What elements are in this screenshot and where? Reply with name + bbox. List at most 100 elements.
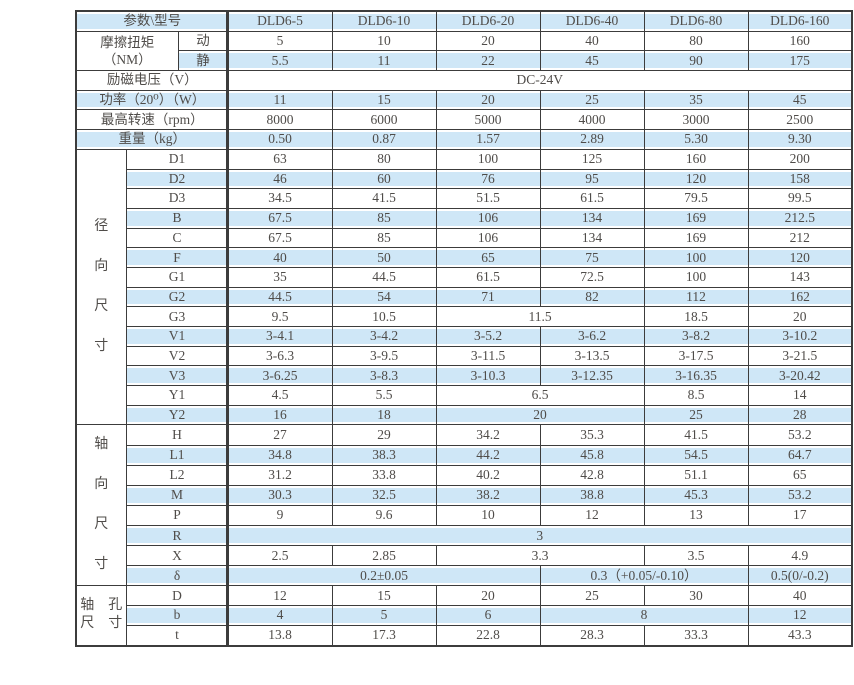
value-cell: 3.5 [643,545,749,567]
value-cell: 45 [747,89,853,111]
value-cell: 64.7 [747,444,853,466]
value-cell: 11.5 [435,306,645,327]
value-cell: 10.5 [331,306,437,327]
value-cell: 3-17.5 [643,345,749,367]
row-label-cell: G3 [125,306,229,327]
value-cell: 45.8 [539,444,645,466]
value-cell: 3-10.3 [435,365,541,387]
value-cell: 38.2 [435,484,541,506]
value-cell: 5 [331,605,437,626]
value-cell: 0.5(0/-0.2) [747,565,853,587]
value-cell: 33.3 [643,624,749,647]
row-label-cell: b [125,605,229,626]
value-cell: 20 [435,404,645,426]
row-label-cell: P [125,504,229,527]
value-cell: 31.2 [227,464,333,486]
value-cell: 0.3（+0.05/-0.10） [539,565,749,587]
row-label-cell: t [125,624,229,647]
column-header-cell: DLD6-5 [227,10,333,32]
row-label-cell: 励磁电压（V） [75,70,229,91]
value-cell: 160 [747,30,853,52]
value-cell: 5 [227,30,333,52]
value-cell: 61.5 [539,188,645,209]
value-cell: 8 [539,605,749,626]
value-cell: 12 [747,605,853,626]
value-cell: 35.3 [539,424,645,446]
value-cell: 82 [539,286,645,308]
table-row: D3 34.5 41.5 51.5 61.5 79.5 99.5 [76,188,853,209]
table-row: 轴 孔 尺 寸 D 12 15 20 25 30 40 [75,585,853,646]
value-cell: 3-6.3 [227,345,333,367]
value-cell: 8.5 [643,385,749,406]
value-cell: 100 [435,148,541,170]
value-cell: 28 [747,404,853,426]
value-cell: 15 [331,585,437,607]
value-cell: 43.3 [747,624,853,647]
value-cell: 85 [331,227,437,249]
table-row: B 67.5 85 106 134 169 212.5 [76,207,853,229]
section-label-cell: 轴 向 尺 寸 [75,424,127,587]
table-row: 参数\型号 DLD6-5 DLD6-10 DLD6-20 DLD6-40 DLD6-80 D… [75,10,853,32]
row-label-cell: δ [125,565,229,587]
row-label-cell: D1 [125,148,229,170]
value-cell: 33.8 [331,464,437,486]
value-cell: 30.3 [227,484,333,506]
row-label-cell: Y1 [125,385,229,406]
value-cell: 30 [643,585,749,607]
table-row: L1 34.8 38.3 44.2 45.8 54.5 64.7 [76,444,853,466]
row-label-cell: R [125,525,229,547]
table-row: G3 9.5 10.5 11.5 18.5 20 [76,306,853,327]
table-row: C 67.5 85 106 134 169 212 [76,227,853,249]
row-label-cell: D3 [125,188,229,209]
value-cell: 8000 [227,109,333,131]
table-row: 励磁电压（V） DC-24V [75,70,853,91]
column-header-cell: DLD6-160 [747,10,853,32]
table-row: X 2.5 2.85 3.3 3.5 4.9 [76,545,853,567]
value-cell: 40 [539,30,645,52]
value-cell: 71 [435,286,541,308]
table-row: G2 44.5 54 71 82 112 162 [76,286,853,308]
value-cell: 75 [539,247,645,268]
value-cell: 158 [747,168,853,190]
value-cell: 9.5 [227,306,333,327]
table-row: Y2 16 18 20 25 28 [76,404,853,426]
value-cell: 0.87 [331,129,437,150]
value-cell: 200 [747,148,853,170]
value-cell: 80 [331,148,437,170]
value-cell: 5.30 [643,129,749,150]
value-cell: 54.5 [643,444,749,466]
value-cell: 5.5 [227,50,333,72]
table-row: δ 0.2±0.05 0.3（+0.05/-0.10） 0.5(0/-0.2) [76,565,853,587]
table-row: 径 向 尺 寸 D1 63 80 100 125 160 200 [75,148,853,426]
value-cell: 45 [539,50,645,72]
value-cell: 40 [747,585,853,607]
value-cell: 5.5 [331,385,437,406]
value-cell: 1.57 [435,129,541,150]
value-cell: 0.50 [227,129,333,150]
row-label-cell: 功率（20⁰）（W） [75,89,229,111]
value-cell: 6.5 [435,385,645,406]
spec-table-body: 参数\型号 DLD6-5 DLD6-10 DLD6-20 DLD6-40 DLD6-80 D… [75,10,853,647]
table-row: V3 3-6.25 3-8.3 3-10.3 3-12.35 3-16.35 3-20.42 [76,365,853,387]
value-cell: 3-6.25 [227,365,333,387]
row-label-cell: D2 [125,168,229,190]
value-cell: 40.2 [435,464,541,486]
value-cell: 51.5 [435,188,541,209]
value-cell: 3-12.35 [539,365,645,387]
row-label-cell: D [125,585,229,607]
value-cell: 34.8 [227,444,333,466]
value-cell: 4 [227,605,333,626]
row-label-cell: 重量（kg） [75,129,229,150]
value-cell: 3-8.2 [643,326,749,347]
row-label-cell: F [125,247,229,268]
value-cell: 20 [435,585,541,607]
value-cell: 12 [227,585,333,607]
row-label-cell: Y2 [125,404,229,426]
value-cell: 4.5 [227,385,333,406]
row-label-cell: L1 [125,444,229,466]
value-cell: 15 [331,89,437,111]
value-cell: 2.5 [227,545,333,567]
value-cell: 2500 [747,109,853,131]
value-cell: 212 [747,227,853,249]
value-cell: 42.8 [539,464,645,486]
